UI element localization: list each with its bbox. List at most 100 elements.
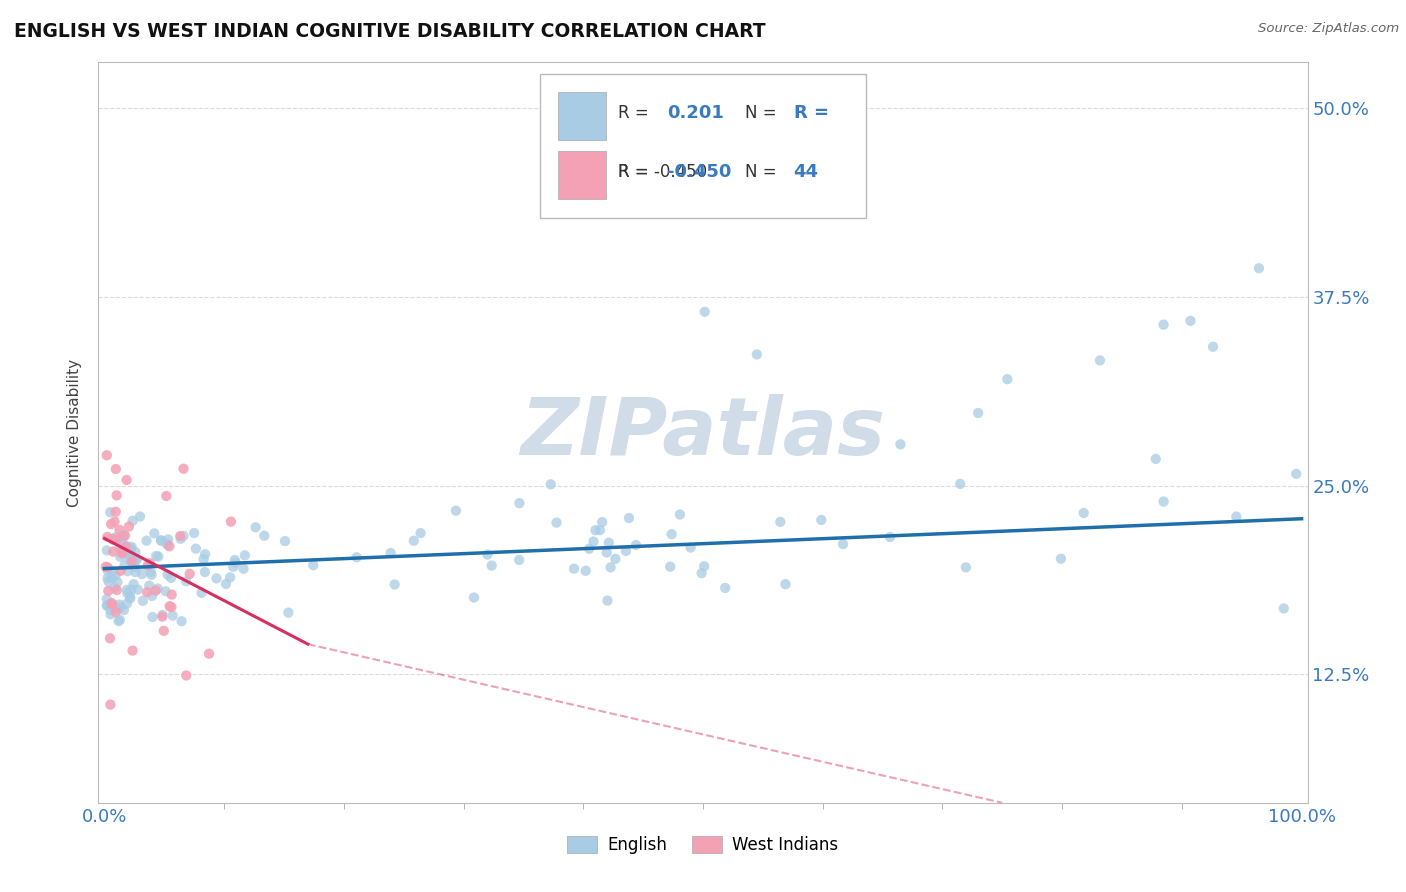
Point <box>139 556 162 570</box>
Text: Source: ZipAtlas.com: Source: ZipAtlas.com <box>1258 22 1399 36</box>
Point <box>108 598 131 612</box>
Point <box>115 540 138 554</box>
Point <box>135 533 157 548</box>
Point <box>120 591 142 606</box>
Point <box>215 577 238 591</box>
Point <box>589 523 612 537</box>
Point <box>150 533 173 548</box>
Point <box>118 519 141 533</box>
Point <box>120 582 142 597</box>
Point <box>107 601 129 615</box>
Text: N =: N = <box>745 103 778 122</box>
Point <box>232 562 254 576</box>
Point <box>624 538 647 552</box>
Point <box>145 549 167 563</box>
Point <box>98 632 121 646</box>
Point <box>114 528 136 542</box>
Point <box>1050 551 1073 566</box>
Point <box>194 565 217 579</box>
Point <box>120 541 142 556</box>
Point <box>540 477 562 491</box>
Point <box>141 610 163 624</box>
Point <box>219 570 242 584</box>
Point <box>121 643 143 657</box>
Point <box>98 505 121 519</box>
Point <box>117 547 139 561</box>
Point <box>693 304 716 318</box>
Point <box>100 603 122 617</box>
Point <box>104 462 127 476</box>
Text: R =: R = <box>793 103 828 122</box>
Point <box>108 523 131 537</box>
Point <box>100 698 122 712</box>
Point <box>96 599 118 613</box>
Point <box>117 586 139 600</box>
Point <box>617 511 640 525</box>
Point <box>1225 509 1247 524</box>
Point <box>477 548 499 562</box>
Legend: English, West Indians: English, West Indians <box>561 830 845 861</box>
Point <box>225 556 247 570</box>
Point <box>103 532 125 546</box>
Point <box>253 529 276 543</box>
Point <box>222 559 245 574</box>
Point <box>160 600 183 615</box>
Point <box>599 560 621 574</box>
Point <box>115 597 138 611</box>
Point <box>690 566 713 581</box>
Point <box>115 473 138 487</box>
Point <box>582 534 605 549</box>
Point <box>152 624 174 638</box>
Point <box>714 581 737 595</box>
Point <box>104 530 127 544</box>
Point <box>693 559 716 574</box>
Point <box>97 574 120 589</box>
Point <box>121 554 143 568</box>
Point <box>1180 314 1202 328</box>
Point <box>152 607 174 622</box>
Point <box>402 533 425 548</box>
Point <box>107 575 129 590</box>
Point <box>121 540 143 554</box>
Point <box>97 564 120 578</box>
Point <box>546 516 568 530</box>
Point <box>124 552 146 566</box>
Point <box>346 550 368 565</box>
Point <box>143 526 166 541</box>
Point <box>101 571 124 585</box>
Point <box>1088 353 1111 368</box>
Point <box>596 545 619 559</box>
Point <box>170 614 193 628</box>
Point <box>245 520 267 534</box>
Point <box>96 592 118 607</box>
Point <box>679 541 702 555</box>
Point <box>769 515 792 529</box>
Point <box>97 583 120 598</box>
Point <box>669 508 692 522</box>
Point <box>148 549 170 564</box>
Point <box>141 567 163 582</box>
Point <box>110 564 132 578</box>
Point <box>111 544 134 558</box>
Point <box>277 606 299 620</box>
Point <box>117 564 139 578</box>
Point <box>120 590 142 604</box>
Point <box>508 553 530 567</box>
Point <box>107 614 129 628</box>
Point <box>104 505 127 519</box>
Point <box>380 546 402 560</box>
Point <box>103 581 125 595</box>
Point <box>118 552 141 566</box>
Point <box>121 557 143 571</box>
Point <box>591 515 613 529</box>
Point <box>1247 261 1270 276</box>
Point <box>94 559 117 574</box>
Point <box>145 583 167 598</box>
Point <box>967 406 990 420</box>
Point <box>174 668 197 682</box>
Point <box>125 552 148 566</box>
Point <box>1153 494 1175 508</box>
Point <box>578 541 600 556</box>
Point <box>121 514 143 528</box>
Point <box>105 582 128 597</box>
